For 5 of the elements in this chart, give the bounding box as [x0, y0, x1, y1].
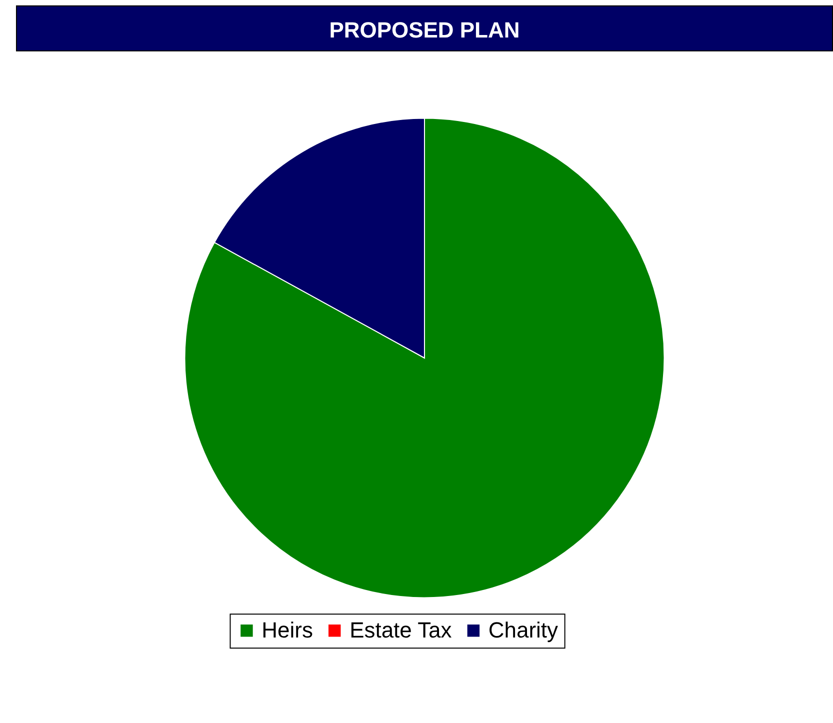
pie-slice — [184, 118, 664, 598]
legend-label: Charity — [488, 618, 558, 643]
legend-label: Heirs — [262, 618, 313, 643]
chart-title: PROPOSED PLAN — [329, 17, 520, 42]
legend-label: Estate Tax — [350, 618, 452, 643]
